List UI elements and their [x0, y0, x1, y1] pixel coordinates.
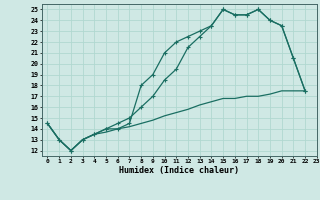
X-axis label: Humidex (Indice chaleur): Humidex (Indice chaleur) — [119, 166, 239, 175]
